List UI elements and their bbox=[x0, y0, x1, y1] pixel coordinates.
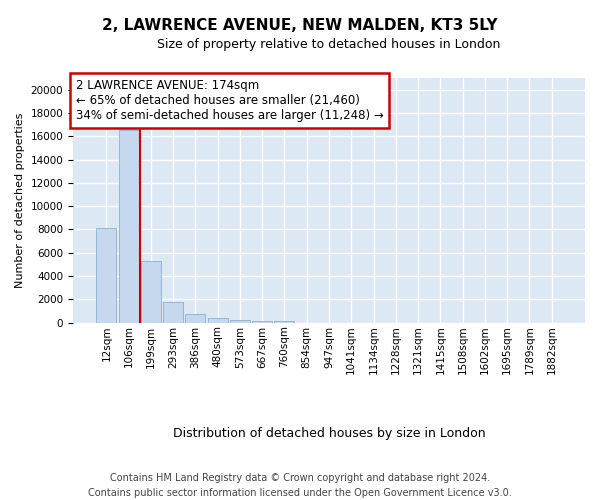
Text: 2 LAWRENCE AVENUE: 174sqm
← 65% of detached houses are smaller (21,460)
34% of s: 2 LAWRENCE AVENUE: 174sqm ← 65% of detac… bbox=[76, 80, 383, 122]
Bar bbox=[230, 320, 250, 322]
Y-axis label: Number of detached properties: Number of detached properties bbox=[15, 112, 25, 288]
Bar bbox=[252, 321, 272, 322]
Bar bbox=[185, 314, 205, 322]
Bar bbox=[96, 228, 116, 322]
Text: Contains HM Land Registry data © Crown copyright and database right 2024.
Contai: Contains HM Land Registry data © Crown c… bbox=[88, 472, 512, 498]
Title: Size of property relative to detached houses in London: Size of property relative to detached ho… bbox=[157, 38, 501, 51]
Text: 2, LAWRENCE AVENUE, NEW MALDEN, KT3 5LY: 2, LAWRENCE AVENUE, NEW MALDEN, KT3 5LY bbox=[102, 18, 498, 32]
Bar bbox=[119, 130, 139, 322]
Bar bbox=[208, 318, 227, 322]
Bar bbox=[141, 261, 161, 322]
Bar bbox=[163, 302, 183, 322]
X-axis label: Distribution of detached houses by size in London: Distribution of detached houses by size … bbox=[173, 427, 485, 440]
